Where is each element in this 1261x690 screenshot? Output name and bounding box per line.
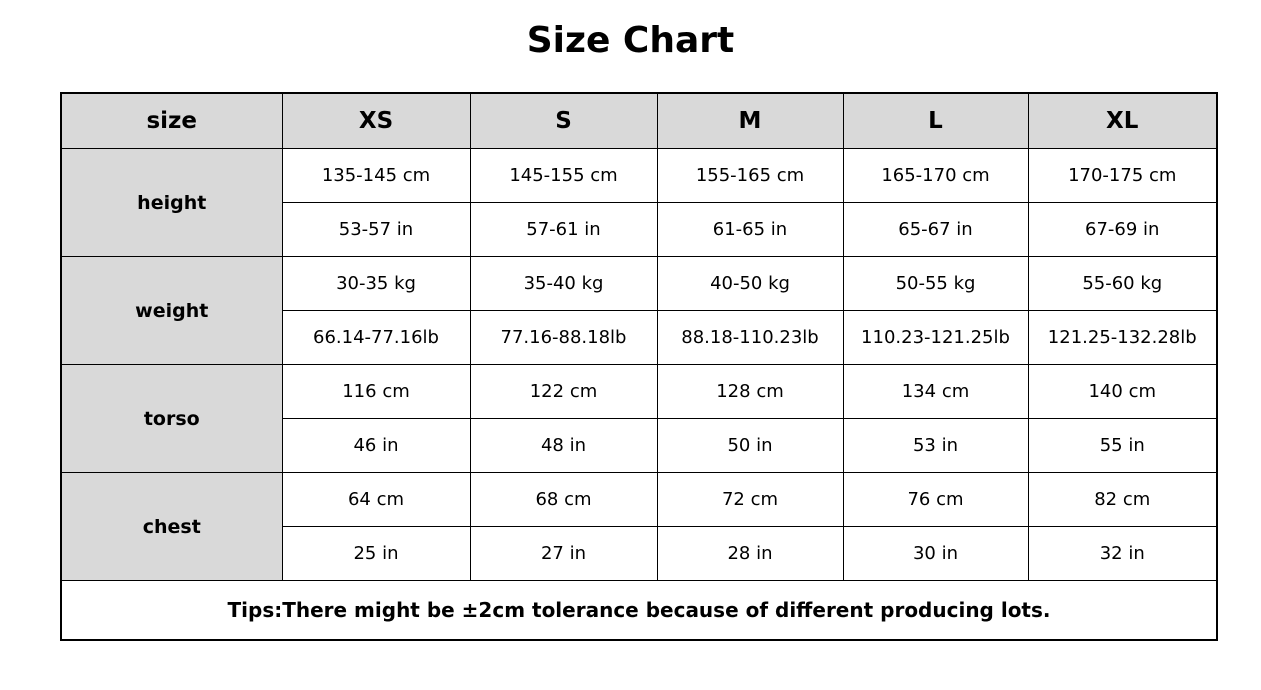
data-row: height 135-145 cm 145-155 cm 155-165 cm 165-… — [60, 148, 1218, 257]
cell: 145-155 cm — [469, 148, 658, 203]
cell: 128 cm — [656, 364, 844, 419]
tips: Tips:There might be ±2cm tolerance becau… — [60, 580, 1218, 641]
data-row: 46 in 48 in 50 in 53 in 55 in — [61, 418, 1218, 473]
cell: 40-50 kg — [656, 256, 844, 311]
cell: 50 in — [656, 418, 844, 473]
cell: 140 cm — [1027, 364, 1218, 419]
cell: 88.18-110.23lb — [656, 310, 844, 365]
cell: 53-57 in — [281, 202, 471, 257]
cell: 170-175 cm — [1027, 148, 1218, 203]
data-row: 25 in 27 in 28 in 30 in 32 in — [61, 526, 1218, 581]
cell: 165-170 cm — [842, 148, 1029, 203]
cell: 68 cm — [469, 472, 658, 527]
tips-row: Tips:There might be ±2cm tolerance becau… — [60, 580, 1218, 641]
cell: 121.25-132.28lb — [1027, 310, 1218, 365]
title: Size Chart — [526, 20, 735, 61]
header-cell: S — [469, 92, 658, 149]
cell: 46 in — [281, 418, 471, 473]
cell: 48 in — [469, 418, 658, 473]
row-label: height — [60, 148, 283, 257]
cell: 66.14-77.16lb — [281, 310, 471, 365]
data-row: 66.14-77.16lb 77.16-88.18lb 88.18-110.23lb… — [61, 310, 1218, 365]
data-row: 53-57 in 57-61 in 61-65 in 65-67 in 67-69 in — [61, 202, 1218, 257]
cell: 122 cm — [469, 364, 658, 419]
data-row: chest 64 cm 68 cm 72 cm 76 cm 82 cm — [60, 472, 1218, 581]
cell: 25 in — [281, 526, 471, 581]
cell: 116 cm — [281, 364, 471, 419]
cell: 76 cm — [842, 472, 1029, 527]
cell: 50-55 kg — [842, 256, 1029, 311]
cell: 30-35 kg — [281, 256, 471, 311]
cell: 61-65 in — [656, 202, 844, 257]
cell: 155-165 cm — [656, 148, 844, 203]
data-row: weight 30-35 kg 35-40 kg 40-50 kg 50-55 kg 55… — [60, 256, 1218, 365]
cell: 55 in — [1027, 418, 1218, 473]
header-row: size XS S M L XL — [60, 92, 1218, 149]
cell: 35-40 kg — [469, 256, 658, 311]
cell: 134 cm — [842, 364, 1029, 419]
cell: 27 in — [469, 526, 658, 581]
row-label: weight — [60, 256, 283, 365]
cell: 110.23-121.25lb — [842, 310, 1029, 365]
header-cell: M — [656, 92, 844, 149]
cell: 77.16-88.18lb — [469, 310, 658, 365]
cell: 82 cm — [1027, 472, 1218, 527]
cell: 135-145 cm — [281, 148, 471, 203]
cell: 57-61 in — [469, 202, 658, 257]
header-cell: L — [842, 92, 1029, 149]
size-table: size XS S M L XL height 135-145 cm 145-155 cm 155… — [60, 92, 1218, 641]
cell: 30 in — [842, 526, 1029, 581]
cell: 65-67 in — [842, 202, 1029, 257]
data-row: torso 116 cm 122 cm 128 cm 134 cm 140 cm — [60, 364, 1218, 473]
header-cell: size — [60, 92, 283, 149]
row-label: chest — [60, 472, 283, 581]
cell: 72 cm — [656, 472, 844, 527]
cell: 55-60 kg — [1027, 256, 1218, 311]
row-label: torso — [60, 364, 283, 473]
cell: 32 in — [1027, 526, 1218, 581]
header-cell: XL — [1027, 92, 1218, 149]
cell: 53 in — [842, 418, 1029, 473]
cell: 64 cm — [281, 472, 471, 527]
header-cell: XS — [281, 92, 471, 149]
cell: 67-69 in — [1027, 202, 1218, 257]
cell: 28 in — [656, 526, 844, 581]
